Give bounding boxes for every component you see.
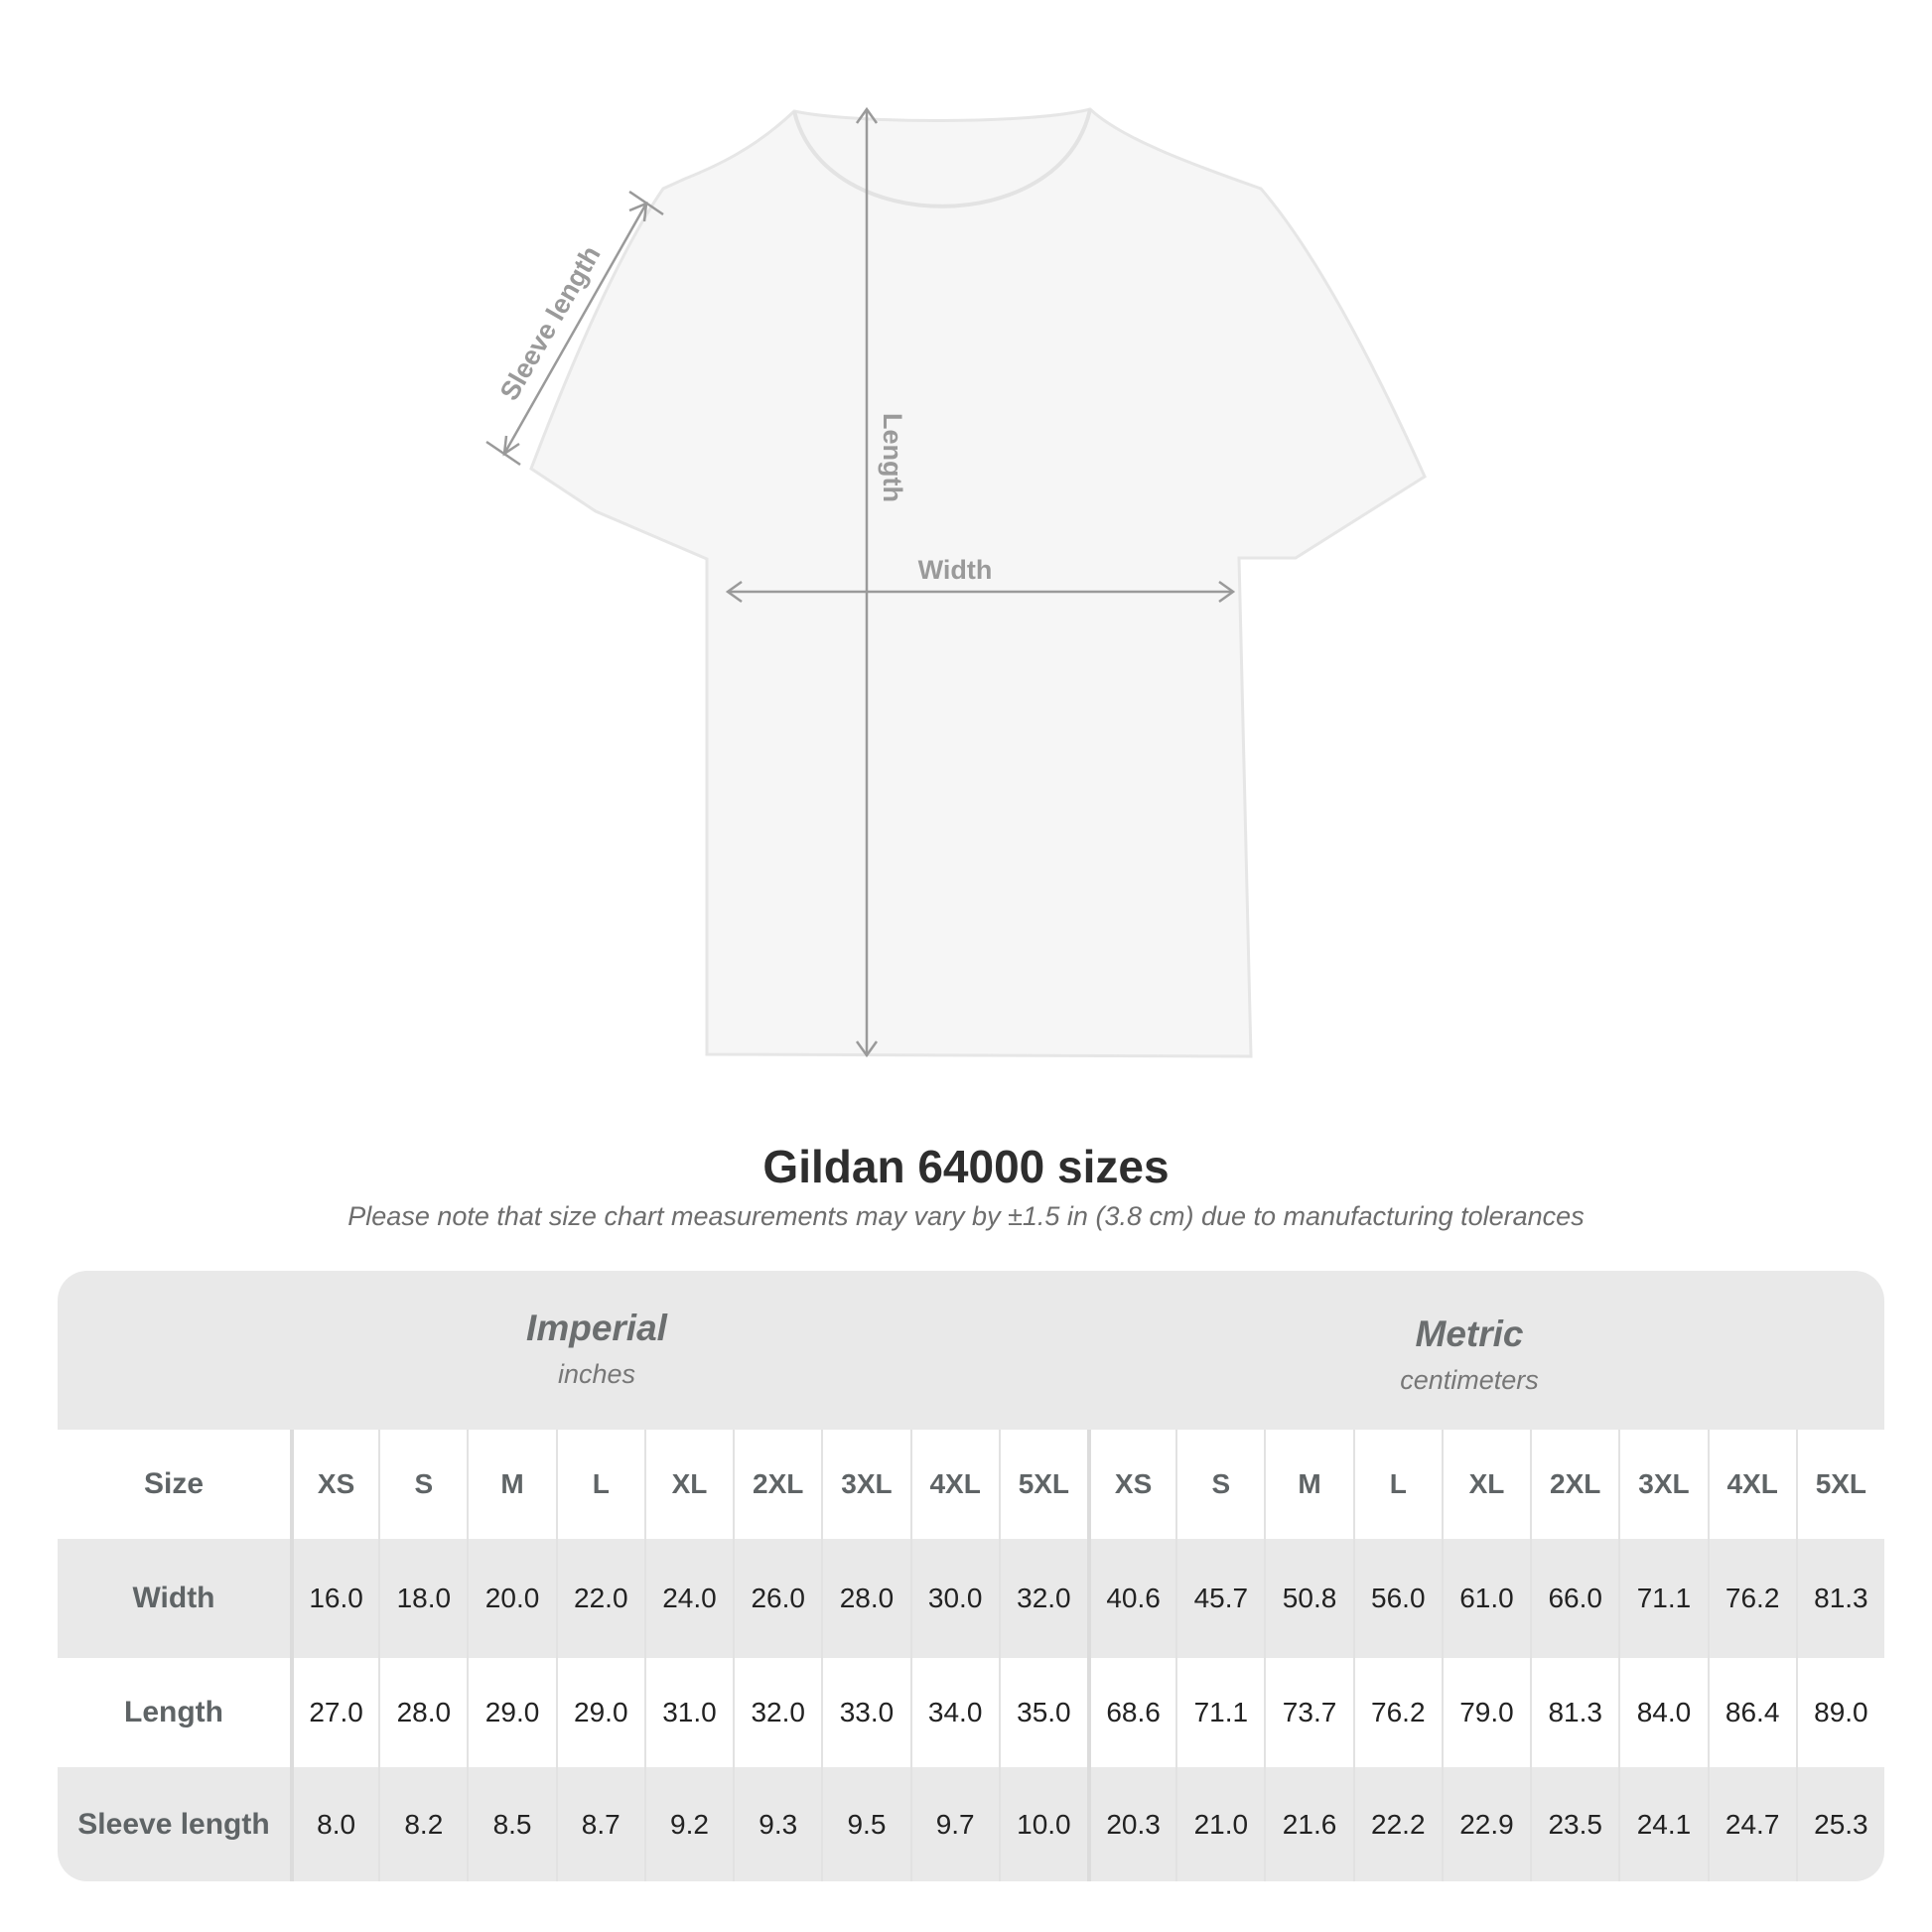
metric-size-m: M <box>1264 1430 1352 1539</box>
table-cell-width-imperial: 20.0 <box>467 1539 555 1658</box>
table-cell-sleeve-length-imperial: 8.2 <box>378 1767 467 1881</box>
table-cell-sleeve-length-metric: 25.3 <box>1795 1767 1884 1881</box>
row-label-sleeve-length: Sleeve length <box>77 1807 270 1841</box>
tshirt-image <box>529 107 1427 1058</box>
imperial-size-4xl: 4XL <box>909 1430 999 1539</box>
table-cell-sleeve-length-imperial: 9.5 <box>821 1767 909 1881</box>
tshirt-collar <box>792 108 1092 208</box>
row-label-length: Length <box>124 1696 223 1728</box>
table-cell-length-metric: 71.1 <box>1175 1658 1264 1767</box>
table-cell-length-metric: 68.6 <box>1087 1658 1175 1767</box>
size-header: Size <box>143 1467 205 1500</box>
metric-size-3xl: 3XL <box>1618 1430 1707 1539</box>
metric-size-2xl: 2XL <box>1530 1430 1618 1539</box>
imperial-size-s: S <box>378 1430 467 1539</box>
size-table: Imperial inches Metric centimeters Size X… <box>58 1271 1884 1881</box>
table-cell-sleeve-length-metric: 24.7 <box>1707 1767 1796 1881</box>
table-cell-length-imperial: 27.0 <box>290 1658 378 1767</box>
imperial-size-xl: XL <box>643 1430 733 1539</box>
table-cell-sleeve-length-metric: 24.1 <box>1618 1767 1707 1881</box>
table-cell-width-imperial: 18.0 <box>378 1539 467 1658</box>
length-label: Length <box>878 413 907 502</box>
row-band-sleeve <box>58 1767 1884 1881</box>
row-label-width: Width <box>132 1582 215 1614</box>
table-cell-width-metric: 71.1 <box>1618 1539 1707 1658</box>
table-cell-width-metric: 61.0 <box>1441 1539 1530 1658</box>
table-cell-length-metric: 76.2 <box>1352 1658 1442 1767</box>
table-cell-sleeve-length-imperial: 9.7 <box>909 1767 999 1881</box>
table-cell-length-metric: 89.0 <box>1795 1658 1884 1767</box>
imperial-header: Imperial inches <box>299 1308 895 1390</box>
table-cell-width-imperial: 16.0 <box>290 1539 378 1658</box>
table-cell-sleeve-length-imperial: 8.5 <box>467 1767 555 1881</box>
table-cell-length-metric: 79.0 <box>1441 1658 1530 1767</box>
table-cell-sleeve-length-imperial: 9.3 <box>733 1767 821 1881</box>
table-cell-sleeve-length-imperial: 8.7 <box>555 1767 644 1881</box>
table-cell-length-imperial: 29.0 <box>555 1658 644 1767</box>
table-cell-width-metric: 45.7 <box>1175 1539 1264 1658</box>
table-cell-width-metric: 76.2 <box>1707 1539 1796 1658</box>
metric-size-xs: XS <box>1087 1430 1175 1539</box>
table-cell-sleeve-length-metric: 22.9 <box>1441 1767 1530 1881</box>
table-cell-length-metric: 73.7 <box>1264 1658 1352 1767</box>
table-cell-width-metric: 40.6 <box>1087 1539 1175 1658</box>
metric-unit: centimeters <box>1400 1365 1539 1395</box>
sleeve-length-arrow <box>502 203 648 455</box>
table-cell-length-imperial: 32.0 <box>733 1658 821 1767</box>
table-cell-width-imperial: 22.0 <box>555 1539 644 1658</box>
table-cell-length-metric: 86.4 <box>1707 1658 1796 1767</box>
imperial-size-m: M <box>467 1430 555 1539</box>
table-cell-length-imperial: 31.0 <box>643 1658 733 1767</box>
imperial-size-5xl: 5XL <box>998 1430 1087 1539</box>
table-cell-width-imperial: 32.0 <box>998 1539 1087 1658</box>
table-cell-length-metric: 84.0 <box>1618 1658 1707 1767</box>
metric-size-5xl: 5XL <box>1795 1430 1884 1539</box>
metric-size-l: L <box>1352 1430 1442 1539</box>
metric-size-4xl: 4XL <box>1707 1430 1796 1539</box>
imperial-size-2xl: 2XL <box>733 1430 821 1539</box>
imperial-size-xs: XS <box>290 1430 378 1539</box>
table-cell-width-imperial: 24.0 <box>643 1539 733 1658</box>
table-cell-width-imperial: 30.0 <box>909 1539 999 1658</box>
page-title: Gildan 64000 sizes <box>762 1141 1170 1192</box>
table-cell-width-metric: 66.0 <box>1530 1539 1618 1658</box>
table-cell-sleeve-length-imperial: 10.0 <box>998 1767 1087 1881</box>
table-cell-length-imperial: 34.0 <box>909 1658 999 1767</box>
metric-title: Metric <box>1415 1313 1524 1354</box>
row-band-width <box>58 1539 1884 1658</box>
table-cell-width-imperial: 26.0 <box>733 1539 821 1658</box>
table-cell-length-imperial: 35.0 <box>998 1658 1087 1767</box>
tolerance-note: Please note that size chart measurements… <box>347 1201 1585 1231</box>
tshirt-diagram: Length Width Sleeve length <box>485 106 1427 1058</box>
imperial-size-3xl: 3XL <box>821 1430 909 1539</box>
table-cell-sleeve-length-metric: 22.2 <box>1352 1767 1442 1881</box>
metric-size-s: S <box>1175 1430 1264 1539</box>
table-cell-length-metric: 81.3 <box>1530 1658 1618 1767</box>
metric-size-xl: XL <box>1441 1430 1530 1539</box>
table-cell-length-imperial: 28.0 <box>378 1658 467 1767</box>
table-cell-sleeve-length-imperial: 9.2 <box>643 1767 733 1881</box>
table-cell-sleeve-length-metric: 21.0 <box>1175 1767 1264 1881</box>
metric-header: Metric centimeters <box>1172 1313 1767 1396</box>
imperial-title: Imperial <box>526 1308 667 1348</box>
table-cell-sleeve-length-metric: 20.3 <box>1087 1767 1175 1881</box>
table-cell-length-imperial: 33.0 <box>821 1658 909 1767</box>
imperial-unit: inches <box>557 1359 636 1389</box>
table-cell-length-imperial: 29.0 <box>467 1658 555 1767</box>
width-label: Width <box>918 555 993 585</box>
table-cell-sleeve-length-imperial: 8.0 <box>290 1767 378 1881</box>
table-cell-width-imperial: 28.0 <box>821 1539 909 1658</box>
table-cell-sleeve-length-metric: 23.5 <box>1530 1767 1618 1881</box>
table-cell-sleeve-length-metric: 21.6 <box>1264 1767 1352 1881</box>
imperial-size-l: L <box>555 1430 644 1539</box>
table-cell-width-metric: 50.8 <box>1264 1539 1352 1658</box>
table-cell-width-metric: 81.3 <box>1795 1539 1884 1658</box>
table-cell-width-metric: 56.0 <box>1352 1539 1442 1658</box>
header-band <box>58 1271 1884 1430</box>
